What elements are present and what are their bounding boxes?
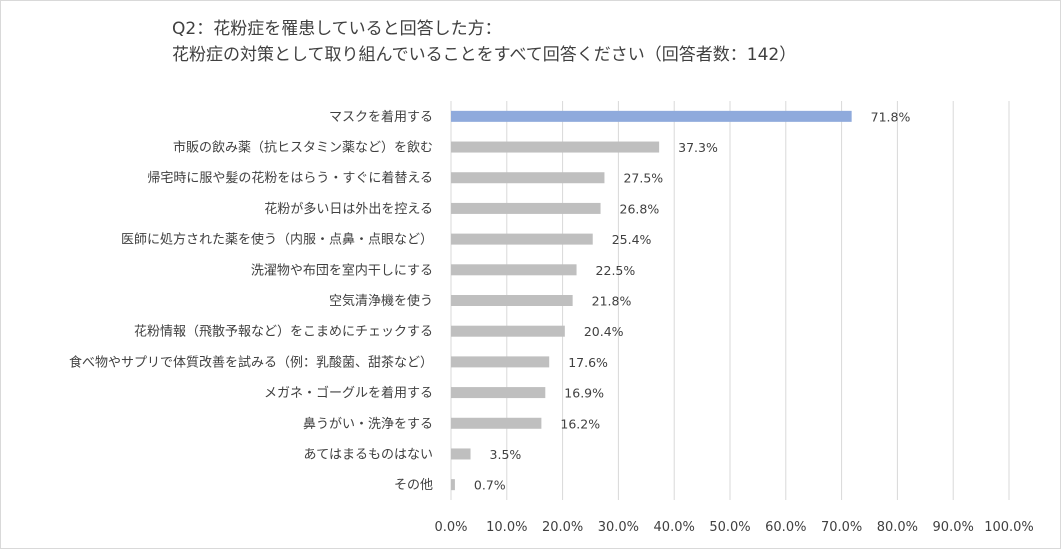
category-label: あてはまるものはない bbox=[304, 447, 433, 462]
bar bbox=[451, 172, 605, 184]
data-label: 16.9% bbox=[564, 386, 604, 401]
x-tick-label: 30.0% bbox=[598, 520, 639, 535]
category-label: メガネ・ゴーグルを着用する bbox=[264, 385, 433, 401]
data-label: 20.4% bbox=[584, 324, 624, 339]
x-tick-label: 40.0% bbox=[654, 520, 695, 535]
category-label: マスクを着用する bbox=[329, 109, 433, 125]
x-tick-label: 0.0% bbox=[434, 520, 467, 535]
bar bbox=[451, 417, 542, 429]
bar bbox=[451, 141, 660, 153]
bar bbox=[451, 387, 546, 399]
bar bbox=[451, 356, 550, 368]
chart-title: Q2：花粉症を罹患していると回答した方： 花粉症の対策として取り組んでいることを… bbox=[172, 16, 1032, 68]
x-tick-label: 50.0% bbox=[709, 520, 750, 535]
bar bbox=[451, 233, 593, 245]
data-label: 37.3% bbox=[678, 140, 718, 155]
data-label: 27.5% bbox=[623, 171, 663, 186]
x-tick-label: 10.0% bbox=[486, 520, 527, 535]
bar bbox=[451, 295, 573, 306]
x-tick-label: 70.0% bbox=[821, 520, 862, 535]
category-label: 市販の飲み薬（抗ヒスタミン薬など）を飲む bbox=[173, 140, 433, 156]
bar bbox=[451, 110, 852, 122]
data-label: 71.8% bbox=[871, 109, 911, 124]
bar bbox=[451, 448, 471, 460]
bar bbox=[451, 325, 565, 337]
data-label: 25.4% bbox=[612, 232, 652, 247]
x-tick-label: 90.0% bbox=[933, 520, 974, 535]
data-label: 16.2% bbox=[560, 416, 600, 431]
x-tick-label: 100.0% bbox=[984, 520, 1034, 535]
chart-title-line-2: 花粉症の対策として取り組んでいることをすべて回答ください（回答者数：142） bbox=[172, 45, 797, 65]
x-tick-label: 80.0% bbox=[877, 520, 918, 535]
category-label: 鼻うがい・洗浄をする bbox=[303, 416, 433, 432]
category-label: 医師に処方された薬を使う（内服・点鼻・点眼など） bbox=[121, 232, 433, 248]
category-label: 帰宅時に服や髪の花粉をはらう・すぐに着替える bbox=[147, 170, 433, 186]
data-label: 3.5% bbox=[490, 447, 522, 462]
data-label: 17.6% bbox=[568, 355, 608, 370]
category-label: 空気清浄機を使う bbox=[329, 293, 433, 309]
bar bbox=[451, 202, 601, 214]
category-label: 花粉が多い日は外出を控える bbox=[264, 201, 433, 217]
data-label: 0.7% bbox=[474, 478, 506, 493]
x-tick-label: 60.0% bbox=[765, 520, 806, 535]
category-label: 花粉情報（飛散予報など）をこまめにチェックする bbox=[134, 324, 433, 340]
chart-title-line-1: Q2：花粉症を罹患していると回答した方： bbox=[172, 19, 502, 39]
bar bbox=[451, 479, 455, 491]
data-label: 26.8% bbox=[620, 201, 660, 216]
category-label: 食べ物やサプリで体質改善を試みる（例：乳酸菌、甜茶など） bbox=[69, 354, 433, 370]
x-tick-label: 20.0% bbox=[542, 520, 583, 535]
category-label: 洗濯物や布団を室内干しにする bbox=[251, 262, 433, 278]
bar bbox=[451, 264, 577, 276]
data-label: 21.8% bbox=[592, 294, 632, 309]
data-label: 22.5% bbox=[596, 263, 636, 278]
category-label: その他 bbox=[394, 478, 433, 493]
